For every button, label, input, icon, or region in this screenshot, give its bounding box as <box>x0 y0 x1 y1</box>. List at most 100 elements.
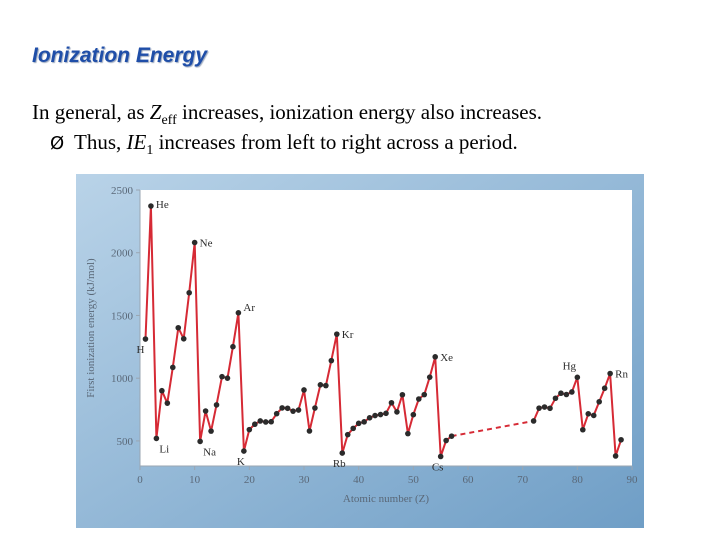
data-point <box>377 411 384 418</box>
data-point <box>421 391 428 398</box>
element-label-ar: Ar <box>243 302 255 314</box>
x-tick-label: 0 <box>137 474 143 486</box>
y-tick-label: 500 <box>117 436 134 448</box>
data-point <box>268 418 274 425</box>
data-point <box>175 324 182 331</box>
data-point <box>262 419 269 425</box>
statement-subscript: eff <box>161 113 177 129</box>
data-point <box>585 411 592 417</box>
data-point <box>383 410 389 417</box>
bullet-line: Ø Thus, IE1 increases from left to right … <box>50 130 518 159</box>
chart-svg: 500 1000 1500 2000 2500 0 10 20 30 40 50 60 70 80 90 At… <box>76 174 644 528</box>
data-point <box>552 395 559 402</box>
data-point <box>558 390 564 397</box>
y-tick-label: 2000 <box>111 248 134 260</box>
data-point <box>612 453 619 459</box>
element-label-kr: Kr <box>342 329 354 341</box>
data-point <box>306 428 313 434</box>
x-tick-label: 30 <box>299 474 311 486</box>
statement-line: In general, as Zeff increases, ionizatio… <box>32 100 542 129</box>
data-point <box>416 396 422 402</box>
bullet-subscript: 1 <box>146 143 154 159</box>
element-label-xe: Xe <box>440 352 453 364</box>
data-point <box>202 408 209 414</box>
data-point <box>148 203 154 209</box>
data-point <box>312 405 318 411</box>
data-point <box>180 335 187 342</box>
y-tick-label: 2500 <box>111 185 134 197</box>
bullet-suffix: increases from left to right across a pe… <box>153 130 518 154</box>
element-label-rb: Rb <box>333 458 346 470</box>
data-point <box>596 398 602 405</box>
data-point <box>273 410 280 417</box>
data-point <box>246 426 253 433</box>
data-point <box>339 450 346 456</box>
data-point <box>607 370 613 377</box>
data-point <box>219 373 225 380</box>
statement-prefix: In general, as <box>32 100 150 124</box>
bullet-prefix: Thus, <box>74 130 127 154</box>
data-point <box>284 405 291 412</box>
data-point <box>388 399 395 406</box>
data-point <box>323 382 329 389</box>
data-point <box>355 420 362 427</box>
element-label-ne: Ne <box>200 238 213 250</box>
data-point <box>448 433 455 439</box>
data-point <box>213 402 220 408</box>
data-point <box>372 412 378 419</box>
data-point <box>170 364 176 371</box>
data-point <box>334 331 340 337</box>
element-label-rn: Rn <box>615 369 628 381</box>
data-point <box>563 391 570 398</box>
x-tick-label: 50 <box>408 474 420 486</box>
data-point <box>394 409 400 415</box>
data-point <box>344 431 351 438</box>
data-point <box>574 374 581 381</box>
element-label-li: Li <box>159 443 169 455</box>
y-axis-label: First ionization energy (kJ/mol) <box>85 258 97 398</box>
data-point <box>426 374 433 380</box>
data-point <box>410 411 417 418</box>
element-label-cs: Cs <box>432 461 444 473</box>
data-point <box>208 428 214 434</box>
arrow-bullet-icon: Ø <box>50 133 65 154</box>
data-point <box>569 389 575 395</box>
data-point <box>257 418 264 424</box>
bullet-variable: IE <box>126 130 147 154</box>
data-point <box>443 437 449 444</box>
plot-area <box>140 190 632 466</box>
data-point <box>252 421 258 428</box>
x-tick-label: 20 <box>244 474 256 486</box>
x-axis-label: Atomic number (Z) <box>343 493 429 505</box>
x-tick-label: 60 <box>463 474 475 486</box>
data-point <box>437 453 444 460</box>
data-point <box>405 430 411 437</box>
data-point <box>301 387 307 393</box>
data-point <box>230 343 236 350</box>
slide-title: Ionization Energy <box>32 44 208 67</box>
data-point <box>432 354 439 360</box>
data-point <box>295 407 302 413</box>
data-point <box>235 310 242 316</box>
x-tick-label: 70 <box>517 474 529 486</box>
data-point <box>350 425 357 432</box>
data-point <box>290 408 296 414</box>
y-tick-label: 1500 <box>111 310 134 322</box>
statement-variable: Z <box>149 100 162 124</box>
data-point <box>580 426 586 433</box>
x-tick-label: 90 <box>627 474 639 486</box>
element-label-k: K <box>237 456 245 468</box>
x-tick-label: 80 <box>572 474 584 486</box>
series-line-1 <box>451 420 534 438</box>
data-point <box>142 336 149 342</box>
data-point <box>361 419 367 425</box>
data-point <box>191 239 198 246</box>
data-point <box>159 387 165 394</box>
data-point <box>590 412 597 419</box>
ionization-energy-chart: 500 1000 1500 2000 2500 0 10 20 30 40 50 60 70 80 90 At… <box>76 174 644 528</box>
data-point <box>241 448 247 454</box>
x-tick-label: 10 <box>189 474 201 486</box>
data-point <box>164 400 171 406</box>
statement-suffix: increases, ionization energy also increa… <box>176 100 542 124</box>
data-point <box>153 435 160 442</box>
